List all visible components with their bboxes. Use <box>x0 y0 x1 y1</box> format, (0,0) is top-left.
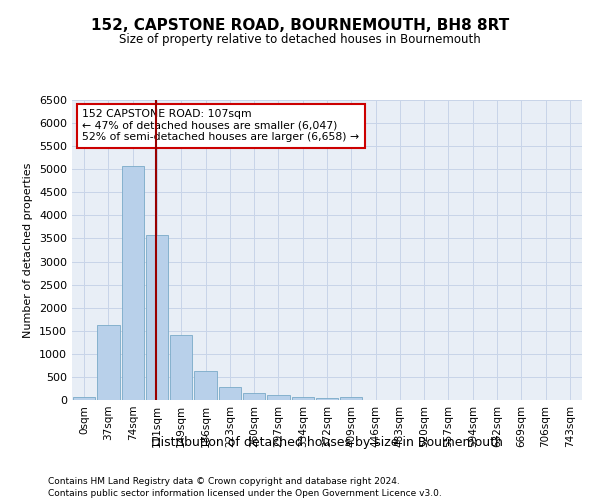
Bar <box>243 394 265 400</box>
Text: Contains HM Land Registry data © Crown copyright and database right 2024.: Contains HM Land Registry data © Crown c… <box>48 478 400 486</box>
Bar <box>122 166 144 400</box>
Text: Distribution of detached houses by size in Bournemouth: Distribution of detached houses by size … <box>151 436 503 449</box>
Y-axis label: Number of detached properties: Number of detached properties <box>23 162 34 338</box>
Bar <box>218 387 241 400</box>
Bar <box>267 396 290 400</box>
Bar <box>316 398 338 400</box>
Bar <box>97 325 119 400</box>
Bar <box>73 396 95 400</box>
Bar <box>292 397 314 400</box>
Text: 152, CAPSTONE ROAD, BOURNEMOUTH, BH8 8RT: 152, CAPSTONE ROAD, BOURNEMOUTH, BH8 8RT <box>91 18 509 32</box>
Bar <box>194 372 217 400</box>
Bar <box>170 335 193 400</box>
Text: 152 CAPSTONE ROAD: 107sqm
← 47% of detached houses are smaller (6,047)
52% of se: 152 CAPSTONE ROAD: 107sqm ← 47% of detac… <box>82 109 359 142</box>
Text: Size of property relative to detached houses in Bournemouth: Size of property relative to detached ho… <box>119 32 481 46</box>
Bar <box>146 235 168 400</box>
Bar <box>340 397 362 400</box>
Text: Contains public sector information licensed under the Open Government Licence v3: Contains public sector information licen… <box>48 489 442 498</box>
